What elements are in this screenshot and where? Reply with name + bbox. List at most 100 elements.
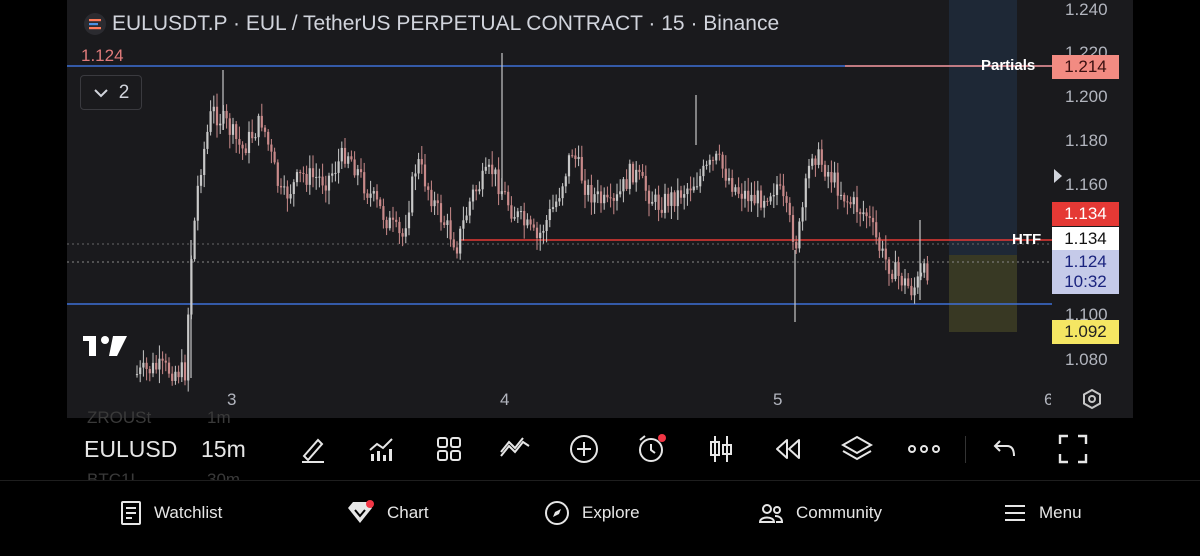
candle-body — [215, 106, 219, 126]
candle-body — [241, 144, 244, 149]
nav-chart[interactable]: Chart — [345, 493, 429, 533]
candle-body — [852, 197, 855, 205]
indicators-icon[interactable] — [363, 418, 399, 480]
candle-body — [315, 176, 318, 178]
candle-body — [308, 168, 311, 185]
nav-community[interactable]: Community — [758, 493, 882, 533]
watchlist-icon — [120, 500, 142, 526]
undo-icon[interactable] — [987, 418, 1023, 480]
candle-body — [542, 230, 545, 233]
indicator-count: 2 — [118, 81, 130, 103]
nav-explore[interactable]: Explore — [544, 493, 640, 533]
candle-body — [875, 222, 878, 238]
candle-body — [657, 194, 660, 210]
candles-icon[interactable] — [703, 418, 739, 480]
price-chart[interactable] — [67, 0, 1133, 418]
candle-body — [519, 211, 523, 213]
candle-body — [644, 175, 647, 191]
candle-body — [603, 194, 606, 204]
candle-body — [708, 159, 711, 165]
candle-body — [177, 371, 180, 378]
candle-body — [599, 191, 603, 204]
candle-body — [670, 192, 673, 206]
candle-body — [711, 159, 715, 161]
candle-body — [350, 156, 353, 160]
candle-body — [183, 362, 187, 381]
candle-body — [881, 248, 884, 251]
price-tick: 1.160 — [1065, 175, 1108, 194]
candle-body — [651, 201, 654, 204]
candle-body — [203, 148, 206, 176]
nav-explore-label: Explore — [582, 503, 640, 522]
candle-body — [487, 164, 491, 167]
candle-body — [628, 163, 631, 189]
candle-body — [897, 262, 900, 276]
pen-icon[interactable] — [295, 418, 331, 480]
candle-body — [446, 220, 449, 226]
candle-body — [295, 172, 299, 183]
candle-body — [775, 184, 779, 195]
hamburger-icon — [1003, 503, 1027, 523]
candle-body — [369, 193, 372, 198]
candle-body — [871, 217, 875, 223]
candle-body — [855, 197, 859, 213]
candle-body — [302, 172, 305, 174]
more-icon[interactable] — [906, 418, 942, 480]
candle-body — [907, 278, 910, 286]
fullscreen-icon[interactable] — [1055, 418, 1091, 480]
candle-body — [913, 287, 916, 296]
strategy-icon[interactable] — [497, 418, 533, 480]
candle-body — [612, 197, 615, 201]
symbol-button[interactable]: EULUSD — [84, 435, 178, 462]
time-tick: 3 — [227, 390, 237, 409]
candle-body — [212, 106, 215, 112]
candle-body — [638, 169, 641, 172]
candle-body — [529, 219, 532, 225]
candle-body — [830, 172, 833, 183]
candle-body — [382, 206, 385, 220]
candle-body — [622, 179, 625, 192]
candle-body — [452, 239, 455, 248]
indicators-collapse-button[interactable]: 2 — [80, 75, 142, 110]
candle-body — [366, 193, 369, 198]
candle-body — [689, 188, 692, 191]
grid-icon[interactable] — [431, 418, 467, 480]
candle-body — [836, 172, 839, 196]
candle-body — [145, 362, 148, 369]
candle-body — [539, 232, 542, 239]
candle-body — [148, 368, 151, 374]
candle-body — [375, 191, 379, 200]
candle-body — [865, 212, 868, 217]
chart-panel[interactable] — [67, 0, 1133, 418]
candle-body — [478, 189, 481, 192]
candle-body — [561, 186, 564, 199]
candle-body — [859, 212, 862, 215]
layers-icon[interactable] — [839, 418, 875, 480]
scroll-right-arrow[interactable] — [1054, 169, 1062, 183]
axis-settings-icon[interactable] — [1083, 388, 1101, 410]
candle-body — [423, 164, 427, 187]
candle-body — [631, 163, 635, 183]
candle-body — [523, 211, 526, 226]
replay-icon[interactable] — [770, 418, 806, 480]
interval-button[interactable]: 15m — [201, 435, 246, 462]
candle-body — [731, 178, 734, 192]
candle-body — [567, 155, 571, 177]
candle-body — [798, 221, 801, 249]
candle-body — [715, 153, 718, 161]
candle-body — [455, 247, 459, 254]
candle-body — [667, 193, 670, 206]
add-icon[interactable] — [566, 418, 602, 480]
nav-watchlist[interactable]: Watchlist — [120, 493, 222, 533]
chevron-down-icon — [93, 87, 109, 99]
candle-body — [254, 137, 257, 139]
candle-body — [427, 186, 430, 190]
nav-menu[interactable]: Menu — [1003, 493, 1082, 533]
candle-body — [923, 263, 926, 273]
candle-body — [151, 362, 155, 374]
candle-body — [270, 144, 273, 152]
alarm-icon[interactable] — [634, 418, 670, 480]
candle-body — [779, 184, 782, 186]
candle-body — [660, 209, 663, 213]
candle-body — [420, 159, 423, 165]
